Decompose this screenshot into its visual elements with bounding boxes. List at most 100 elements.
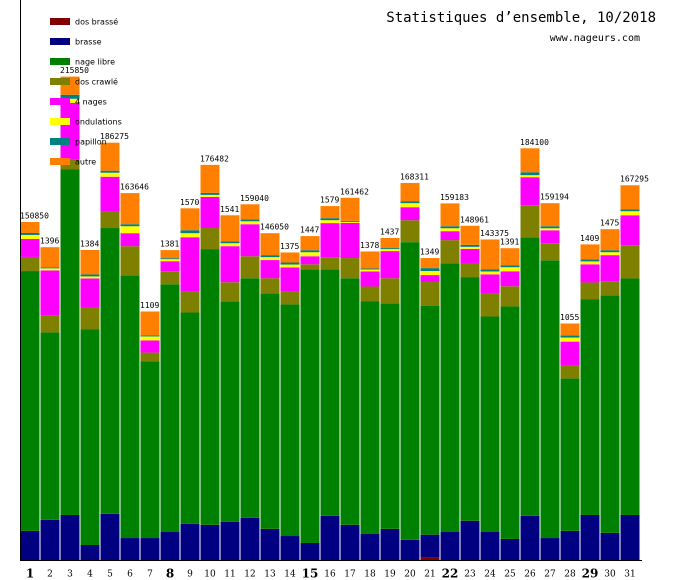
- legend-label: dos brassé: [75, 17, 118, 27]
- bar-segment: [520, 148, 540, 173]
- bar-segment: [460, 520, 480, 560]
- label-background: [400, 172, 430, 182]
- bar-segment: [360, 251, 380, 269]
- bar-segment: [300, 252, 320, 257]
- bar-segment: [120, 233, 140, 247]
- bar-segment: [600, 252, 620, 256]
- bar-segment: [80, 274, 100, 277]
- bar-segment: [460, 248, 480, 263]
- bar-segment: [80, 276, 100, 279]
- bar-segment: [600, 229, 620, 251]
- bar-segment: [380, 278, 400, 304]
- bar-segment: [520, 175, 540, 178]
- bar-segment: [300, 542, 320, 560]
- bar-segment: [20, 271, 40, 531]
- x-tick-label: 30: [604, 570, 616, 580]
- bar-segment: [160, 532, 180, 560]
- bar-segment: [380, 249, 400, 252]
- bar-segment: [180, 523, 200, 560]
- total-label: 1437: [380, 228, 399, 237]
- bar-segment: [460, 246, 480, 249]
- legend-label: papillon: [75, 138, 107, 147]
- bar-segment: [60, 514, 80, 560]
- bar-segment: [40, 519, 60, 560]
- legend-label: brasse: [75, 38, 102, 47]
- bar-segment: [240, 204, 260, 220]
- bar-segment: [520, 205, 540, 238]
- bar-segment: [180, 233, 200, 238]
- bar-segment: [100, 176, 120, 212]
- bar-segment: [80, 249, 100, 275]
- bar-segment: [160, 271, 180, 285]
- bar-segment: [200, 164, 220, 193]
- bar-segment: [260, 260, 280, 279]
- bar-segment: [120, 224, 140, 227]
- bar-segment: [480, 269, 500, 272]
- x-tick-label: 20: [404, 570, 416, 580]
- bar-segment: [140, 335, 160, 337]
- bar-segment: [200, 249, 220, 525]
- bar-segment: [360, 286, 380, 302]
- bar-segment: [420, 258, 440, 269]
- x-tick-label: 28: [564, 570, 576, 580]
- bar-segment: [20, 239, 40, 257]
- bar-segment: [280, 291, 300, 305]
- x-tick-label: 4: [87, 570, 93, 580]
- label-background: [120, 182, 150, 192]
- bar-segment: [100, 172, 120, 177]
- x-tick-label: 18: [364, 570, 376, 580]
- bar-segment: [280, 536, 300, 560]
- x-tick-label: 13: [264, 570, 276, 580]
- bar-segment: [80, 329, 100, 545]
- bar-segment: [220, 282, 240, 302]
- label-background: [200, 154, 230, 164]
- bar-segment: [240, 517, 260, 560]
- bar-segment: [600, 532, 620, 560]
- bar-segment: [480, 274, 500, 294]
- bar-segment: [480, 293, 500, 317]
- bar-segment: [140, 352, 160, 362]
- bar-segment: [380, 248, 400, 250]
- label-background: [620, 174, 650, 184]
- label-background: [20, 211, 50, 221]
- bar-segment: [60, 102, 80, 160]
- bar-segment: [280, 304, 300, 537]
- bar-segment: [260, 233, 280, 256]
- bar-segment: [280, 267, 300, 292]
- total-label: 215850: [60, 66, 89, 75]
- bar-segment: [260, 257, 280, 261]
- x-tick-label: 21: [424, 570, 435, 580]
- bar-segment: [200, 524, 220, 560]
- bar-segment: [20, 530, 40, 560]
- bar-segment: [80, 278, 100, 308]
- total-label: 1447: [300, 226, 319, 235]
- bar-segment: [440, 231, 460, 241]
- bar-segment: [420, 557, 440, 560]
- bar-segment: [320, 218, 340, 221]
- bar-segment: [120, 538, 140, 560]
- legend-label: autre: [75, 158, 96, 167]
- bar-segment: [360, 269, 380, 272]
- bar-segment: [280, 262, 300, 265]
- total-label: 1381: [160, 240, 179, 249]
- bar-segment: [560, 337, 580, 342]
- bar-segment: [400, 183, 420, 202]
- bar-segment: [220, 521, 240, 560]
- x-tick-label: 29: [582, 567, 599, 580]
- bar-segment: [360, 301, 380, 535]
- bar-segment: [360, 271, 380, 287]
- bar-segment: [160, 284, 180, 532]
- bar-segment: [440, 532, 460, 560]
- bar-segment: [140, 336, 160, 341]
- bar-segment: [180, 291, 200, 313]
- bar-segment: [400, 201, 420, 204]
- bar-segment: [400, 539, 420, 560]
- bar-segment: [500, 306, 520, 539]
- label-background: [280, 241, 300, 251]
- label-background: [520, 137, 550, 147]
- x-tick-label: 5: [107, 570, 113, 580]
- x-tick-label: 3: [67, 570, 73, 580]
- bar-segment: [320, 269, 340, 516]
- bar-segment: [340, 222, 360, 259]
